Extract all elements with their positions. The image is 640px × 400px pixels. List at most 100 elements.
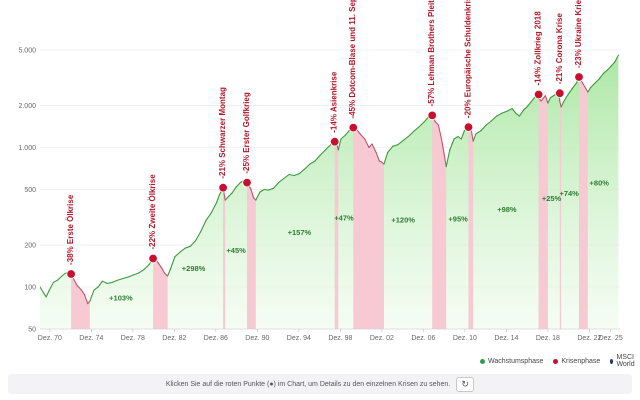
crisis-point[interactable] xyxy=(533,89,544,100)
crisis-label: -57% Lehman Brothers Pleite xyxy=(427,0,436,106)
growth-line-segment xyxy=(423,116,429,123)
x-tick-label: Dez. 10 xyxy=(453,335,477,342)
crisis-line-segment xyxy=(540,95,546,102)
crisis-line-segment xyxy=(160,266,166,274)
crisis-point[interactable] xyxy=(427,110,437,121)
x-tick-label: Dez. 02 xyxy=(370,335,394,342)
growth-line-segment xyxy=(127,274,134,278)
growth-line-segment xyxy=(501,110,508,114)
growth-line-segment xyxy=(215,194,221,204)
x-tick-label: Dez. 82 xyxy=(162,335,186,342)
growth-line-segment xyxy=(224,196,229,201)
growth-line-segment xyxy=(263,188,269,191)
growth-line-segment xyxy=(138,269,145,274)
crisis-label: -21% Corona Krise xyxy=(555,12,564,84)
growth-line-segment xyxy=(255,191,261,201)
crisis-line-segment xyxy=(559,100,562,108)
growth-line-segment xyxy=(272,182,280,189)
growth-line-segment xyxy=(511,108,517,115)
crisis-point[interactable] xyxy=(463,122,474,132)
crisis-line-segment xyxy=(375,152,380,162)
crisis-point[interactable] xyxy=(242,177,252,188)
x-tick-label: Dez. 74 xyxy=(79,335,103,342)
x-axis: Dez. 70 Dez. 74 Dez. 78 Dez. 82 Dez. 86 Dez. … xyxy=(38,328,623,342)
crisis-band xyxy=(432,115,447,329)
crisis-point[interactable] xyxy=(148,253,158,264)
growth-line-segment xyxy=(549,94,556,99)
area-layer xyxy=(40,55,619,329)
crisis-label: -20% Europäische Schuldenkrise xyxy=(464,0,473,118)
growth-label: +95% xyxy=(448,214,468,223)
growth-line-segment xyxy=(571,82,577,90)
crisis-band xyxy=(559,101,562,329)
growth-line-segment xyxy=(594,78,600,84)
growth-line-segment xyxy=(174,251,181,258)
growth-line-segment xyxy=(304,163,311,170)
growth-line-segment xyxy=(383,152,389,165)
y-tick-label: 5.000 xyxy=(18,48,36,55)
growth-line-segment xyxy=(418,121,425,128)
crisis-label: -23% Ukraine Krieg xyxy=(574,0,583,68)
growth-line-segment xyxy=(167,267,172,277)
crisis-point[interactable] xyxy=(330,136,340,147)
growth-line-segment xyxy=(309,160,316,165)
growth-line-segment xyxy=(235,182,241,188)
crisis-line-segment xyxy=(80,289,86,296)
growth-line-segment xyxy=(522,105,529,111)
legend-item-growth[interactable]: Wachstumsphase xyxy=(480,358,543,365)
crisis-band xyxy=(153,258,168,329)
growth-line-segment xyxy=(278,177,285,184)
growth-line-segment xyxy=(337,138,342,151)
growth-line-segment xyxy=(547,97,552,104)
growth-line-segment xyxy=(344,130,350,137)
x-tick-label: Dez. 98 xyxy=(328,335,352,342)
growth-line-segment xyxy=(259,188,265,193)
crisis-label: -45% Dotcom-Blase und 11. Sept. xyxy=(348,0,357,119)
crisis-label: -14% Asienkrise xyxy=(330,71,339,133)
growth-labels: +103% +298% +45% +157% +47% +120% +95% +98% +25%… xyxy=(109,178,609,302)
growth-line-segment xyxy=(57,276,62,281)
growth-line-segment xyxy=(457,135,462,140)
x-tick-label: Dez. 06 xyxy=(411,335,435,342)
crisis-point[interactable] xyxy=(574,72,584,82)
x-tick-label: Dez. 70 xyxy=(38,335,62,342)
crisis-line-segment xyxy=(156,261,162,269)
crisis-label: -38% Erste Ölkrise xyxy=(66,194,75,265)
chart-area: 50 100 200 500 1.000 2.000 5.000 Dez. 70 Dez. 7… xyxy=(18,0,623,342)
crisis-line-segment xyxy=(440,138,445,155)
crisis-line-segment xyxy=(364,138,370,149)
growth-line-segment xyxy=(590,82,596,88)
growth-label: +157% xyxy=(288,228,312,237)
x-tick-label: Dez. 22 xyxy=(577,335,601,342)
x-tick-label: Dez. 86 xyxy=(204,335,228,342)
growth-line-segment xyxy=(485,120,492,126)
crisis-point[interactable] xyxy=(66,269,76,279)
growth-line-segment xyxy=(42,291,47,298)
growth-line-segment xyxy=(200,219,207,233)
growth-label: +120% xyxy=(391,216,415,225)
legend-item-crisis[interactable]: Krisenphase xyxy=(553,358,600,365)
growth-line-segment xyxy=(143,264,150,271)
growth-line-segment xyxy=(506,108,513,112)
growth-line-segment xyxy=(93,286,99,291)
growth-line-segment xyxy=(392,144,399,147)
growth-line-segment xyxy=(52,279,59,283)
growth-line-segment xyxy=(210,202,217,214)
crisis-point[interactable] xyxy=(348,122,359,133)
growth-line-segment xyxy=(610,61,616,68)
hint-text: Klicken Sie auf die roten Punkte (●) im … xyxy=(165,380,451,388)
crisis-label: -22% Zweite Ölkrise xyxy=(148,174,157,250)
crisis-point[interactable] xyxy=(555,88,565,98)
growth-line-segment xyxy=(122,276,129,280)
growth-line-segment xyxy=(614,54,619,63)
growth-line-segment xyxy=(449,138,455,151)
legend-item-msci[interactable]: MSCI World xyxy=(610,354,640,368)
growth-line-segment xyxy=(112,279,119,283)
growth-line-segment xyxy=(298,168,306,175)
refresh-button[interactable]: ↻ xyxy=(456,376,475,392)
growth-line-segment xyxy=(407,131,415,138)
growth-label: +74% xyxy=(559,189,579,198)
crisis-dots[interactable] xyxy=(66,72,584,279)
growth-area xyxy=(40,55,619,329)
crisis-point[interactable] xyxy=(218,182,228,193)
